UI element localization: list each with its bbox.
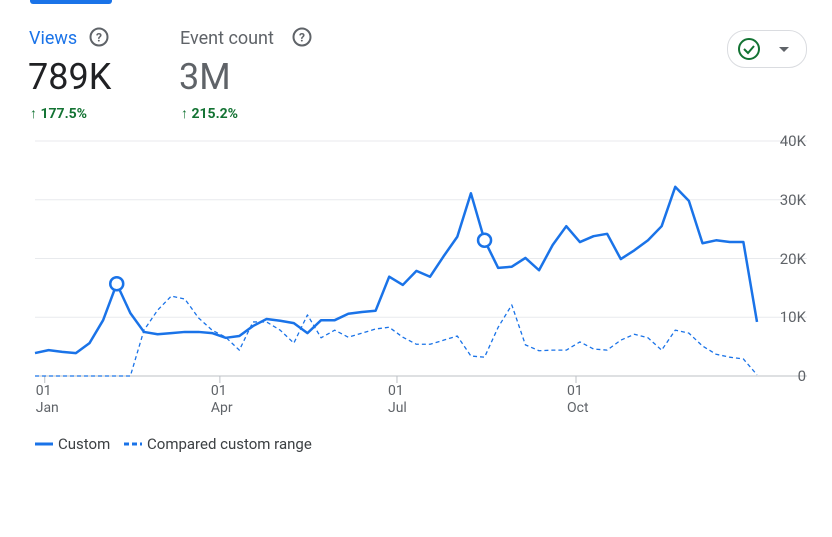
active-tab[interactable] [30,0,112,4]
change-value: 215.2% [191,106,239,122]
metric-label[interactable]: Views [29,28,78,49]
help-icon[interactable]: ? [291,26,313,48]
metric-change: ↑ 215.2% [181,106,239,122]
highlight-point [108,276,125,292]
y-tick-label: 20K [779,249,806,268]
y-tick-label: 0 [797,367,806,385]
y-tick-label: 10K [779,308,806,327]
metric-value: 789K [28,56,112,98]
metric-value: 3M [179,56,231,98]
legend-label: Compared custom range [147,435,312,453]
series-line [34,185,759,355]
status-button[interactable] [727,30,807,68]
x-tick-label: 01 Jan [35,383,59,416]
help-icon[interactable]: ? [88,26,110,48]
series-line [35,295,758,377]
legend-label: Custom [58,435,110,453]
metric-label[interactable]: Event count [180,28,274,49]
x-tick-label: 01 Jul [387,383,407,416]
x-tick-label: 01 Apr [210,383,233,416]
y-tick-label: 40K [779,132,806,150]
metric-change: ↑ 177.5% [30,106,88,122]
x-tick-label: 01 Oct [567,383,589,416]
y-tick-label: 30K [779,190,806,209]
svg-text:?: ? [299,31,305,45]
change-value: 177.5% [40,106,88,122]
highlight-point [476,232,493,249]
status-icon [738,38,789,60]
svg-text:?: ? [96,31,102,45]
